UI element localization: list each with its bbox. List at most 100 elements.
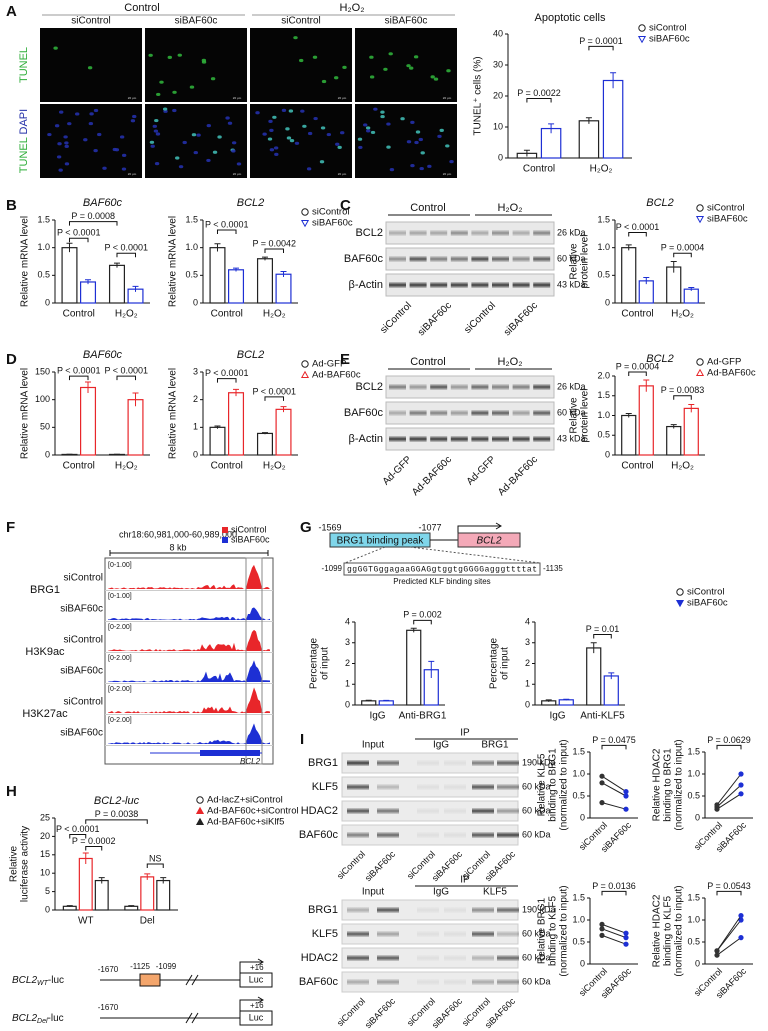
nucleus (231, 141, 237, 145)
chart-title: BAF60c (83, 197, 123, 209)
blot-band (533, 256, 551, 262)
y-tick-label: 0.5 (687, 790, 700, 800)
y-tick-label: 1.0 (597, 242, 610, 252)
y-tick-label: 1.0 (572, 914, 585, 924)
track-condition: siControl (64, 697, 103, 708)
blot-strip (385, 273, 555, 297)
blot-band (472, 784, 494, 790)
band-label: KLF5 (312, 781, 338, 793)
nucleus (182, 140, 187, 145)
blot-band (389, 436, 406, 442)
nucleus (89, 112, 94, 116)
y-tick-label: 0.5 (597, 270, 610, 280)
legend-marker (195, 817, 205, 826)
nucleus (152, 124, 157, 128)
legend-label: Ad-BAF60c+siKlf5 (207, 817, 284, 828)
nucleus (321, 79, 327, 84)
mark-label: BRG1 (30, 584, 60, 596)
y-tick-label: 15 (40, 849, 50, 859)
nucleus (406, 140, 412, 144)
blot-band (450, 230, 468, 236)
bar (602, 79, 624, 159)
band-label: KLF5 (312, 928, 338, 940)
scale-bar-label: 20 μm (338, 96, 347, 100)
error-bar (214, 243, 221, 252)
position-label: +16 (250, 1001, 264, 1010)
blot-band (444, 979, 466, 985)
reporter-label: Luc (249, 1012, 264, 1022)
nucleus (342, 65, 347, 70)
track-condition: siBAF60c (60, 666, 103, 677)
size-label: 60 kDa (557, 253, 586, 263)
nucleus (415, 130, 421, 134)
y-tick-label: 1.5 (597, 390, 610, 400)
x-tick-label: H₂O₂ (115, 309, 138, 320)
scale-label: 8 kb (169, 542, 186, 552)
scale-bar-label: 20 μm (443, 96, 452, 100)
legend-label: Ad-BAF60c (312, 370, 361, 381)
panel-label: D (6, 351, 17, 368)
blot-band (512, 230, 530, 236)
y-tick-label: 1.5 (185, 214, 198, 224)
nucleus (63, 135, 68, 139)
nucleus (365, 126, 371, 130)
panel-label: C (340, 197, 351, 214)
bar (256, 432, 273, 456)
blot-band (512, 410, 530, 416)
construct-gene: BCL2 (12, 1013, 37, 1024)
legend-label: siBAF60c (649, 34, 690, 45)
error-bar (428, 660, 435, 679)
y-axis-label: of input (320, 647, 331, 680)
significance-bracket (628, 371, 647, 377)
blot-band (430, 230, 448, 236)
y-axis-label: Relative BRG1 (537, 897, 548, 964)
blot-strip (385, 375, 555, 399)
nucleus (307, 131, 313, 136)
construct-gene: BCL2 (12, 975, 37, 986)
size-label: 26 kDa (557, 227, 586, 237)
x-tick-label: Anti-KLF5 (580, 711, 625, 722)
band-label: HDAC2 (301, 952, 338, 964)
scale-bar-label: 20 μm (338, 172, 347, 176)
y-tick-label: 1 (345, 679, 350, 689)
nucleus (112, 147, 118, 152)
chart-title: BAF60c (83, 349, 123, 361)
blot-band (450, 256, 468, 262)
legend-marker (638, 24, 646, 32)
error-bar (132, 285, 139, 292)
significance-bracket (526, 97, 552, 103)
blot-band (417, 808, 439, 814)
signal-track (108, 687, 270, 713)
nucleus (268, 119, 273, 124)
blot-band (417, 907, 439, 913)
bar (94, 879, 109, 911)
legend-label: siBAF60c (687, 598, 728, 609)
nucleus (419, 166, 424, 171)
error-bar (128, 905, 135, 908)
nucleus (102, 166, 107, 170)
p-value: P < 0.0001 (104, 366, 148, 376)
p-value: P = 0.002 (403, 610, 442, 620)
legend-label: siBAF60c (707, 214, 748, 225)
pair-line (601, 923, 627, 934)
y-tick-label: 20 (40, 831, 50, 841)
y-tick-label: 0.5 (37, 270, 50, 280)
blot-band (471, 230, 489, 236)
error-bar (610, 72, 617, 89)
nucleus (201, 60, 207, 64)
legend-label: siControl (312, 207, 350, 218)
track-condition: siControl (64, 635, 103, 646)
error-bar (132, 392, 139, 407)
y-tick-label: 1.5 (572, 892, 585, 902)
error-bar (548, 123, 555, 134)
nucleus (87, 66, 93, 70)
group-label: Control (124, 2, 159, 14)
legend-label: Ad-GFP (312, 359, 346, 370)
signal-track (108, 607, 270, 620)
size-label: 60 kDa (557, 407, 586, 417)
construct-type: Del (37, 1018, 48, 1025)
sequence: ggGGTGggagaaGGAGgtggtgGGGGagggttttat (347, 566, 537, 575)
blot-band (450, 282, 468, 288)
